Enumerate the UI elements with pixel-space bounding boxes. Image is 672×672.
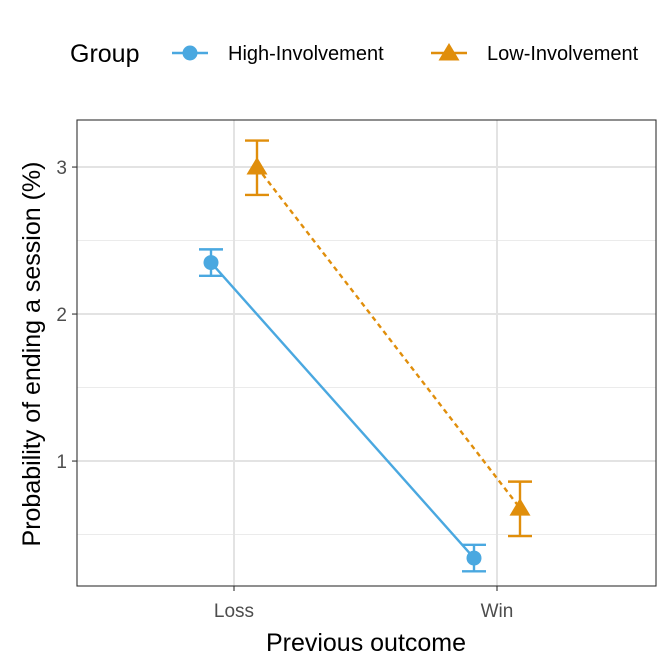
series-high-involvement [199, 248, 486, 573]
plot-background [77, 120, 656, 586]
plot-border [76, 119, 657, 587]
legend-label: High-Involvement [228, 43, 384, 65]
x-axis-label: Previous outcome [266, 629, 466, 657]
x-axis: Loss Win [214, 586, 513, 622]
y-axis: 1 2 3 [56, 158, 77, 473]
y-tick-label: 1 [56, 452, 67, 473]
series-line [210, 261, 475, 559]
legend-item: High-Involvement [172, 43, 384, 65]
legend-title: Group [70, 40, 139, 68]
y-tick-label: 2 [56, 305, 67, 326]
legend-label: Low-Involvement [487, 43, 639, 65]
x-tick-label: Loss [214, 601, 254, 622]
data-point [466, 550, 482, 566]
series-low-involvement [245, 139, 532, 538]
legend-items: High-Involvement Low-Involvement [172, 43, 639, 65]
legend-key-marker [438, 43, 460, 61]
legend: Group High-Involvement Low-Involvement [70, 40, 639, 68]
data-point [246, 157, 268, 175]
legend-key-marker [182, 45, 198, 61]
legend-item: Low-Involvement [431, 43, 639, 65]
y-tick-label: 3 [56, 158, 67, 179]
data-point [509, 498, 531, 516]
x-tick-label: Win [481, 601, 514, 622]
grid-lines [77, 120, 656, 586]
series-layer [199, 139, 532, 573]
y-axis-label: Probability of ending a session (%) [18, 162, 46, 547]
plot-panel [76, 119, 657, 587]
data-point [203, 255, 219, 271]
